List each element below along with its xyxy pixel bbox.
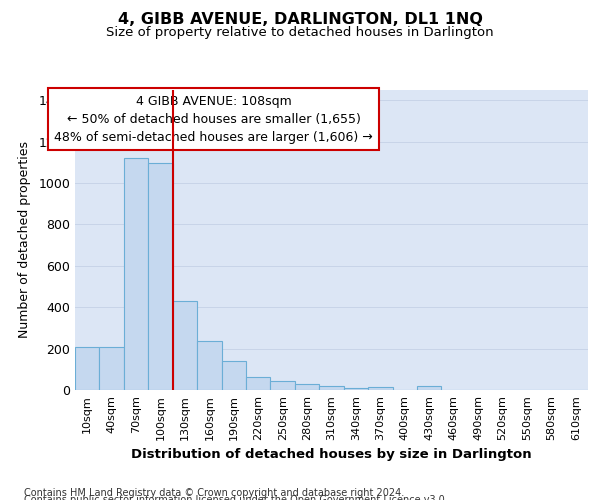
Bar [197, 342, 221, 390]
Bar [148, 164, 173, 390]
Bar [271, 382, 295, 390]
Bar [124, 158, 148, 390]
Bar [319, 386, 344, 390]
Bar [100, 346, 124, 390]
Bar [344, 388, 368, 390]
Bar [75, 346, 100, 390]
Text: Contains HM Land Registry data © Crown copyright and database right 2024.: Contains HM Land Registry data © Crown c… [24, 488, 404, 498]
Text: Contains public sector information licensed under the Open Government Licence v3: Contains public sector information licen… [24, 495, 448, 500]
Text: 4 GIBB AVENUE: 108sqm
← 50% of detached houses are smaller (1,655)
48% of semi-d: 4 GIBB AVENUE: 108sqm ← 50% of detached … [54, 94, 373, 144]
Bar [173, 301, 197, 390]
Text: 4, GIBB AVENUE, DARLINGTON, DL1 1NQ: 4, GIBB AVENUE, DARLINGTON, DL1 1NQ [118, 12, 482, 28]
Bar [295, 384, 319, 390]
Y-axis label: Number of detached properties: Number of detached properties [19, 142, 31, 338]
Bar [368, 387, 392, 390]
X-axis label: Distribution of detached houses by size in Darlington: Distribution of detached houses by size … [131, 448, 532, 461]
Bar [246, 377, 271, 390]
Bar [221, 361, 246, 390]
Bar [417, 386, 442, 390]
Text: Size of property relative to detached houses in Darlington: Size of property relative to detached ho… [106, 26, 494, 39]
